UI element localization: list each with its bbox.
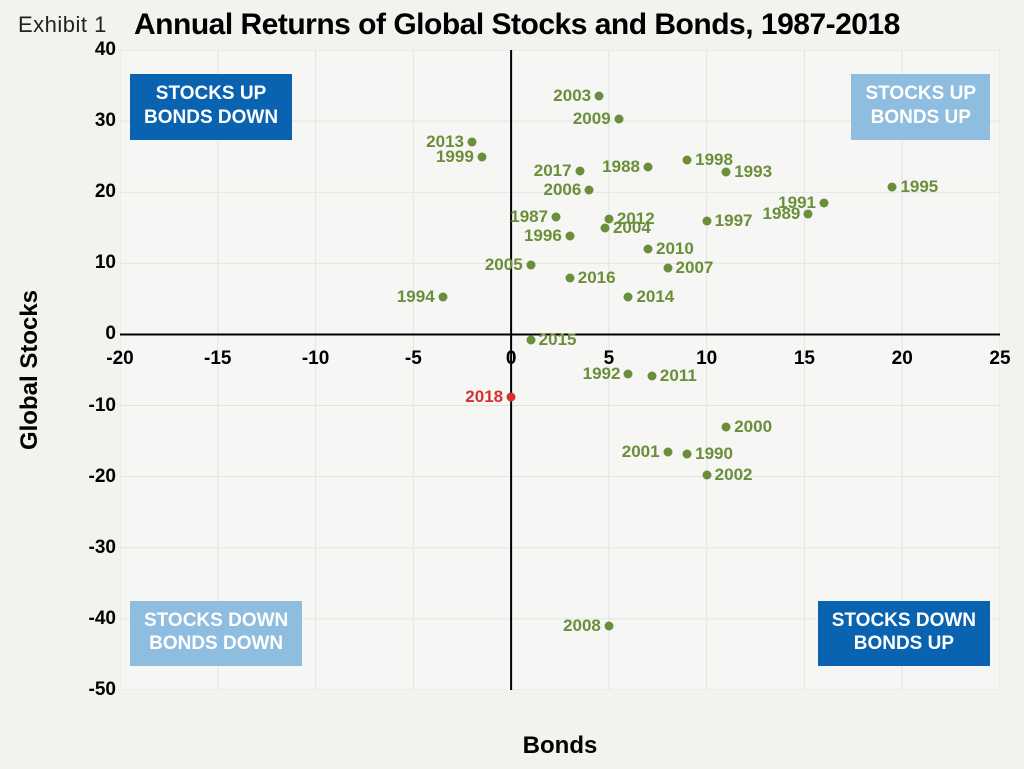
chart-page: Exhibit 1 Annual Returns of Global Stock…: [0, 0, 1024, 769]
quadrant-line1: STOCKS DOWN: [144, 609, 288, 633]
x-tick-label: 0: [506, 348, 517, 370]
data-point-label: 1987: [510, 207, 548, 227]
x-tick-label: -15: [204, 348, 231, 370]
data-point-label: 2013: [426, 132, 464, 152]
data-point-label: 1997: [715, 211, 753, 231]
data-point-label: 1995: [900, 177, 938, 197]
y-tick-label: -30: [89, 537, 116, 559]
data-point-label: 2007: [676, 258, 714, 278]
data-point-label: 1991: [778, 193, 816, 213]
data-point-label: 1993: [734, 162, 772, 182]
chart-title: Annual Returns of Global Stocks and Bond…: [134, 8, 900, 42]
data-point: [526, 336, 535, 345]
x-tick-label: -20: [106, 348, 133, 370]
data-point-label: 1998: [695, 150, 733, 170]
quadrant-line1: STOCKS DOWN: [832, 609, 976, 633]
quadrant-line2: BONDS UP: [832, 632, 976, 656]
data-point-label: 2000: [734, 417, 772, 437]
data-point-label: 2001: [622, 442, 660, 462]
data-point: [438, 292, 447, 301]
data-point-label: 2009: [573, 109, 611, 129]
data-point-label: 2003: [553, 86, 591, 106]
exhibit-label: Exhibit 1: [18, 12, 107, 38]
data-point: [820, 198, 829, 207]
data-point: [683, 156, 692, 165]
data-point: [604, 622, 613, 631]
quadrant-line2: BONDS UP: [865, 106, 976, 130]
quadrant-box-q4: STOCKS DOWNBONDS UP: [818, 601, 990, 667]
x-tick-label: 20: [892, 348, 913, 370]
quadrant-box-q3: STOCKS DOWNBONDS DOWN: [130, 601, 302, 667]
data-point: [575, 166, 584, 175]
quadrant-line2: BONDS DOWN: [144, 632, 288, 656]
x-axis-title: Bonds: [523, 732, 598, 760]
data-point-label: 2018: [465, 387, 503, 407]
x-tick-label: 5: [604, 348, 615, 370]
data-point-label: 1996: [524, 226, 562, 246]
data-point: [663, 447, 672, 456]
data-point: [585, 186, 594, 195]
data-point-label: 1994: [397, 287, 435, 307]
x-tick-label: 10: [696, 348, 717, 370]
data-point: [702, 471, 711, 480]
data-point: [644, 245, 653, 254]
data-point: [526, 260, 535, 269]
data-point-label: 2016: [578, 268, 616, 288]
data-point-label: 1992: [583, 364, 621, 384]
data-point-label: 2010: [656, 239, 694, 259]
data-point: [663, 264, 672, 273]
data-point: [683, 449, 692, 458]
y-axis-title: Global Stocks: [16, 290, 44, 450]
y-tick-label: 10: [95, 252, 116, 274]
quadrant-line2: BONDS DOWN: [144, 106, 278, 130]
data-point: [565, 273, 574, 282]
data-point-label: 2005: [485, 255, 523, 275]
data-point-label: 2014: [636, 287, 674, 307]
y-tick-label: -10: [89, 395, 116, 417]
x-tick-label: -5: [405, 348, 422, 370]
data-point: [600, 223, 609, 232]
y-tick-label: -40: [89, 608, 116, 630]
x-tick-label: 25: [989, 348, 1010, 370]
data-point: [624, 292, 633, 301]
data-point: [595, 92, 604, 101]
data-point-label: 2015: [539, 330, 577, 350]
quadrant-box-q1: STOCKS UPBONDS DOWN: [130, 74, 292, 140]
data-point: [468, 138, 477, 147]
y-tick-label: 40: [95, 39, 116, 61]
data-point-label: 1988: [602, 157, 640, 177]
data-point: [624, 369, 633, 378]
data-point-label: 2012: [617, 209, 655, 229]
y-tick-label: -20: [89, 466, 116, 488]
y-tick-label: 30: [95, 110, 116, 132]
quadrant-box-q2: STOCKS UPBONDS UP: [851, 74, 990, 140]
data-point: [552, 213, 561, 222]
data-point-label: 1990: [695, 444, 733, 464]
data-point: [604, 214, 613, 223]
y-tick-label: 20: [95, 181, 116, 203]
x-tick-label: 15: [794, 348, 815, 370]
data-point-label: 2011: [660, 366, 697, 386]
data-point-label: 2017: [534, 161, 572, 181]
data-point: [888, 182, 897, 191]
data-point: [702, 216, 711, 225]
data-point: [565, 232, 574, 241]
data-point: [722, 422, 731, 431]
data-point: [647, 371, 656, 380]
x-tick-label: -10: [302, 348, 329, 370]
quadrant-line1: STOCKS UP: [865, 82, 976, 106]
quadrant-line1: STOCKS UP: [144, 82, 278, 106]
data-point: [614, 114, 623, 123]
data-point-label: 2006: [544, 180, 582, 200]
data-point-label: 2002: [715, 465, 753, 485]
y-tick-label: 0: [105, 323, 116, 345]
scatter-plot: STOCKS UPBONDS DOWNSTOCKS UPBONDS UPSTOC…: [120, 50, 1000, 690]
data-point: [644, 163, 653, 172]
data-point: [507, 393, 516, 402]
data-point: [477, 152, 486, 161]
data-point-label: 2008: [563, 616, 601, 636]
y-tick-label: -50: [89, 679, 116, 701]
